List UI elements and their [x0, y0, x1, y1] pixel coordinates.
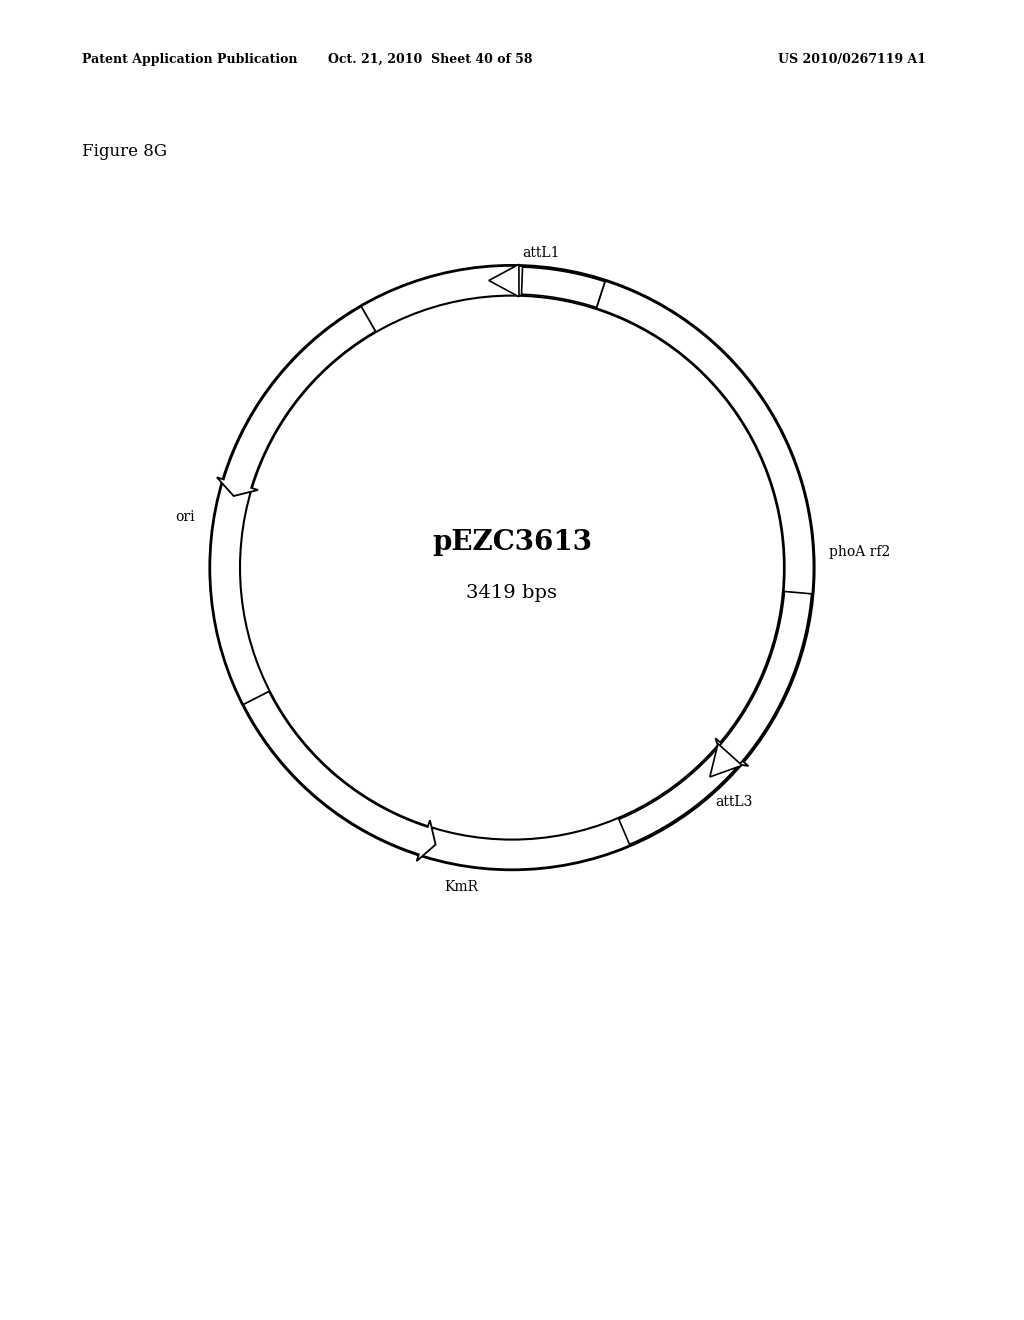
Polygon shape	[244, 692, 435, 861]
Text: attL3: attL3	[716, 795, 753, 809]
Text: Oct. 21, 2010  Sheet 40 of 58: Oct. 21, 2010 Sheet 40 of 58	[328, 53, 532, 66]
Polygon shape	[618, 591, 812, 845]
Text: 3419 bps: 3419 bps	[467, 583, 557, 602]
Polygon shape	[488, 264, 519, 297]
Text: ori: ori	[175, 511, 195, 524]
Text: Figure 8G: Figure 8G	[82, 144, 167, 160]
Polygon shape	[521, 267, 605, 308]
Text: pEZC3613: pEZC3613	[432, 529, 592, 556]
Text: attL1: attL1	[522, 247, 559, 260]
Text: phoA rf2: phoA rf2	[829, 545, 891, 560]
Polygon shape	[217, 306, 376, 496]
Polygon shape	[710, 743, 742, 777]
Text: KmR: KmR	[444, 880, 478, 894]
Text: US 2010/0267119 A1: US 2010/0267119 A1	[778, 53, 927, 66]
Polygon shape	[596, 281, 813, 766]
Text: Patent Application Publication: Patent Application Publication	[82, 53, 297, 66]
